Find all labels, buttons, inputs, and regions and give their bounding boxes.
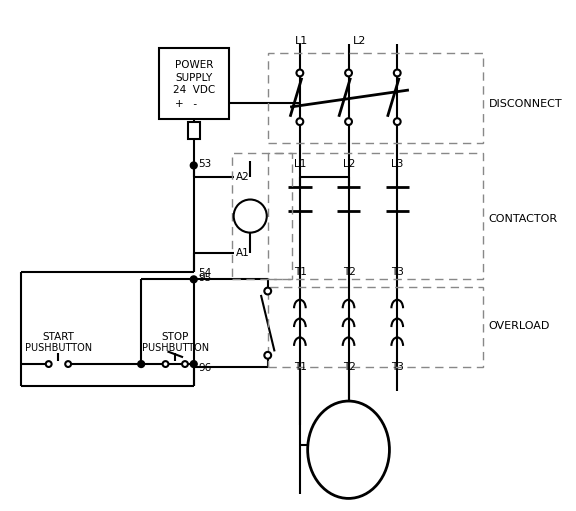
Bar [268,287,483,367]
Circle shape [138,361,145,367]
Circle shape [264,352,271,359]
Bar [268,153,483,280]
Text: L1: L1 [294,159,306,170]
Circle shape [345,69,352,76]
Circle shape [394,118,401,125]
Text: 96: 96 [199,363,212,373]
Circle shape [46,361,52,367]
Text: T1: T1 [294,267,307,276]
Text: M1: M1 [243,211,257,221]
Text: 53: 53 [199,159,212,170]
Bar [232,153,292,280]
Text: L3: L3 [391,159,404,170]
Text: T2: T2 [343,362,355,372]
Text: MOTOR: MOTOR [328,453,369,462]
Text: T2: T2 [343,267,355,276]
Text: 54: 54 [199,268,212,277]
Circle shape [162,361,168,367]
Text: L2: L2 [343,159,355,170]
Circle shape [190,276,197,283]
Circle shape [297,69,304,76]
Circle shape [182,361,188,367]
Text: 95: 95 [199,273,212,284]
Text: T1: T1 [294,362,307,372]
Text: L1: L1 [295,36,308,46]
Text: L2: L2 [353,36,366,46]
Text: POWER: POWER [175,60,213,70]
Circle shape [234,199,267,233]
Circle shape [297,118,304,125]
Text: A2: A2 [236,172,249,182]
Bar [188,122,200,139]
Text: T3: T3 [391,362,404,372]
Text: OVERLOAD: OVERLOAD [489,321,550,331]
Bar [268,54,483,143]
Text: T3: T3 [391,267,404,276]
Circle shape [264,288,271,294]
Text: +   -: + - [175,99,197,109]
Ellipse shape [308,401,389,498]
Text: PUSHBUTTON: PUSHBUTTON [25,343,92,354]
Text: STOP: STOP [161,332,189,342]
Circle shape [345,118,352,125]
Circle shape [65,361,71,367]
Text: SUPPLY: SUPPLY [175,73,213,83]
Text: PUSHBUTTON: PUSHBUTTON [142,343,209,354]
Text: A1: A1 [236,248,249,258]
Text: CONTACTOR: CONTACTOR [489,214,558,224]
Text: DISCONNECT: DISCONNECT [489,99,562,109]
Circle shape [190,162,197,169]
Text: 24  VDC: 24 VDC [173,85,215,96]
Circle shape [394,69,401,76]
Circle shape [190,361,197,367]
Text: 1 PHASE: 1 PHASE [325,437,372,447]
Text: START: START [43,332,74,342]
Bar [159,48,229,119]
